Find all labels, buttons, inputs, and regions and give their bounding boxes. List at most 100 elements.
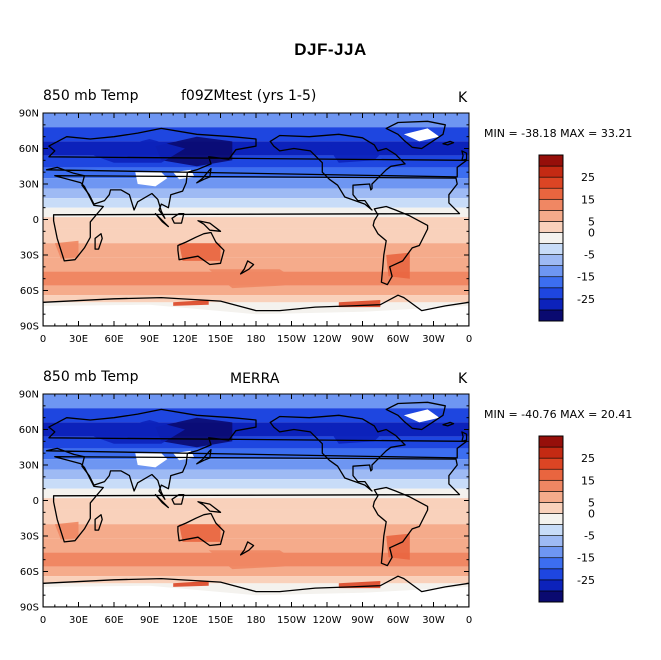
- coastline-iceland: [442, 421, 455, 427]
- figure-title: DJF-JJA: [294, 40, 367, 59]
- masked-region: [403, 128, 440, 142]
- colorbar-box: [538, 309, 564, 322]
- colorbar-box: [538, 265, 564, 278]
- lon-label: 30E: [69, 615, 88, 626]
- coastline-borneo: [171, 212, 185, 224]
- contour-region: [208, 269, 304, 289]
- lat-label: 90S: [20, 322, 39, 333]
- lat-label: 90S: [20, 603, 39, 614]
- panel1-min-max: MIN = -38.18 MAX = 33.21: [484, 127, 633, 140]
- lat-band: [43, 524, 469, 539]
- lat-label: 60N: [19, 425, 39, 436]
- colorbar-label: -25: [577, 574, 595, 587]
- colorbar-box: [538, 457, 564, 470]
- lon-label: 90W: [351, 334, 374, 345]
- lat-band: [43, 178, 469, 189]
- lon-label: 90E: [140, 334, 159, 345]
- contour-region: [54, 240, 79, 259]
- lat-label: 0: [33, 496, 39, 507]
- colorbar-box: [538, 579, 564, 592]
- coastline-africa: [52, 456, 461, 543]
- lat-label: 0: [33, 215, 39, 226]
- coastline-borneo: [171, 493, 185, 505]
- colorbar-box: [538, 187, 564, 200]
- lon-label: 60E: [104, 615, 123, 626]
- coastline-eurasia: [45, 127, 468, 219]
- lon-label: 30E: [69, 334, 88, 345]
- colorbar-frame: [538, 435, 564, 603]
- lat-label: 30N: [19, 180, 39, 191]
- lat-band: [43, 538, 469, 553]
- contour-region: [155, 136, 233, 167]
- lon-label: 120E: [172, 615, 197, 626]
- lon-label: 0: [40, 334, 46, 345]
- lon-label: 120W: [313, 334, 342, 345]
- panel2-min-max: MIN = -40.76 MAX = 20.41: [484, 408, 633, 421]
- coastline-greenland: [385, 120, 446, 150]
- panel2-unit-label: K: [458, 371, 468, 387]
- colorbar-box: [538, 491, 564, 503]
- lon-label: 60E: [104, 334, 123, 345]
- lat-label: 60S: [20, 286, 39, 297]
- coastline-greenland: [385, 401, 446, 431]
- contour-region: [179, 524, 221, 542]
- colorbar-box: [538, 513, 564, 525]
- coastline-antarctica: [43, 294, 469, 326]
- lat-band: [43, 207, 469, 218]
- colorbar-box: [538, 435, 564, 448]
- coastline-antarctica: [43, 575, 469, 607]
- lon-label: 120E: [172, 334, 197, 345]
- colorbar-label: -15: [577, 271, 595, 284]
- panel2-case-label: MERRA: [230, 371, 280, 387]
- panel1-unit-label: K: [458, 90, 468, 106]
- contour-region: [208, 550, 304, 570]
- lat-band: [43, 459, 469, 470]
- lat-band: [43, 479, 469, 489]
- contour-region: [179, 243, 221, 261]
- lon-label: 90E: [140, 615, 159, 626]
- coastline-sumatra: [154, 493, 170, 509]
- coastline-southAmerica: [372, 205, 429, 286]
- colorbar-box: [538, 468, 564, 481]
- coastline-southAmerica: [372, 486, 429, 567]
- lat-label: 30N: [19, 461, 39, 472]
- colorbar-box: [538, 524, 564, 536]
- lon-label: 0: [466, 334, 472, 345]
- colorbar-box: [538, 287, 564, 300]
- panel1-variable-label: 850 mb Temp: [43, 88, 139, 104]
- lat-band: [43, 469, 469, 480]
- colorbar-label: 5: [588, 496, 595, 509]
- coastline-newZealand: [239, 541, 255, 556]
- lat-band: [43, 576, 469, 584]
- coastline-newZealand: [239, 260, 255, 275]
- coastline-australia: [177, 231, 225, 266]
- lon-label: 120W: [313, 615, 342, 626]
- colorbar-label: -5: [584, 249, 595, 262]
- coastline-newGuinea: [197, 220, 222, 232]
- contour-region: [327, 141, 387, 163]
- coastline-madagascar: [94, 514, 103, 531]
- lat-band: [43, 228, 469, 244]
- lat-label: 30S: [20, 251, 39, 262]
- panel1-colorbar: 25 15 50 -5 -15 -25: [538, 154, 595, 322]
- colorbar-label: 0: [588, 226, 595, 239]
- colorbar-label: 15: [581, 474, 595, 487]
- coastline-japan: [196, 167, 212, 184]
- lat-band: [43, 285, 469, 296]
- colorbar-label: 5: [588, 215, 595, 228]
- lat-band: [43, 566, 469, 577]
- colorbar-box: [538, 502, 564, 514]
- lon-label: 150W: [277, 615, 306, 626]
- panel2-variable-label: 850 mb Temp: [43, 369, 139, 385]
- coastline-japan: [196, 448, 212, 465]
- lat-band: [43, 217, 469, 229]
- colorbar-box: [538, 221, 564, 233]
- lat-label: 90N: [19, 109, 39, 120]
- colorbar-label: -25: [577, 293, 595, 306]
- colorbar-box: [538, 568, 564, 581]
- colorbar-frame: [538, 154, 564, 322]
- lon-label: 150E: [208, 334, 233, 345]
- lat-label: 90N: [19, 390, 39, 401]
